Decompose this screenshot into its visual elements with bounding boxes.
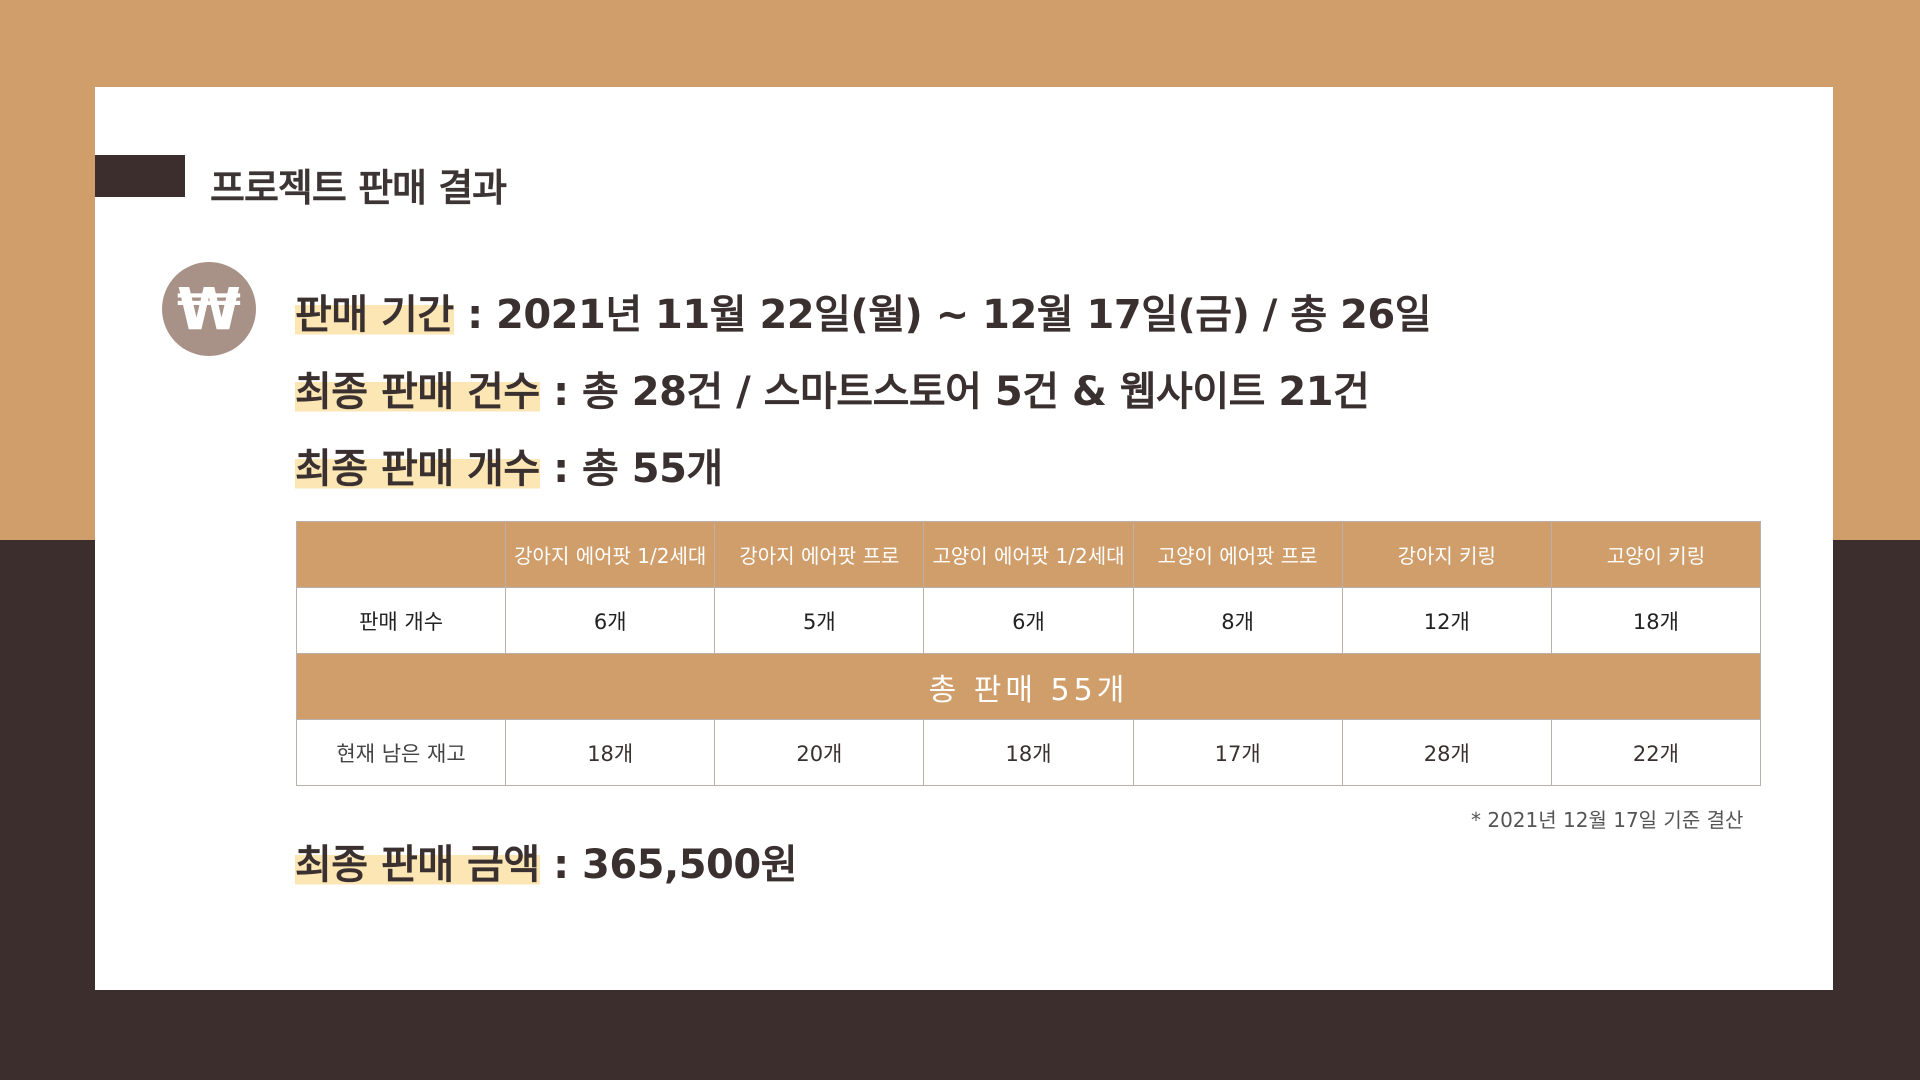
- sales-count-value: : 총 28건 / 스마트스토어 5건 & 웹사이트 21건: [553, 369, 1370, 415]
- total-sold-cell: 총 판매 55개: [296, 653, 1761, 720]
- sales-period-value: : 2021년 11월 22일(월) ~ 12월 17일(금) / 총 26일: [467, 292, 1432, 338]
- table-header-cell: 고양이 에어팟 프로: [1132, 521, 1343, 588]
- sales-amount-value: : 365,500원: [553, 842, 798, 888]
- table-cell: 18개: [923, 719, 1134, 786]
- table-cell: 12개: [1341, 587, 1552, 654]
- table-cell: 20개: [714, 719, 925, 786]
- table-header-cell: 강아지 에어팟 1/2세대: [505, 521, 716, 588]
- table-cell: 18개: [1550, 587, 1762, 654]
- sales-period-label: 판매 기간: [295, 292, 454, 338]
- table-cell: 6개: [923, 587, 1134, 654]
- sales-units-value: : 총 55개: [553, 446, 723, 492]
- sales-table: 강아지 에어팟 1/2세대 강아지 에어팟 프로 고양이 에어팟 1/2세대 고…: [295, 521, 1762, 786]
- sales-count-line: 최종 판매 건수 : 총 28건 / 스마트스토어 5건 & 웹사이트 21건: [295, 359, 1370, 417]
- sales-amount-label: 최종 판매 금액: [295, 842, 540, 888]
- content-card: 프로젝트 판매 결과 ₩ 판매 기간 : 2021년 11월 22일(월) ~ …: [95, 87, 1833, 990]
- table-header-cell: 고양이 에어팟 1/2세대: [923, 521, 1134, 588]
- page-title: 프로젝트 판매 결과: [210, 166, 507, 210]
- sales-units-label: 최종 판매 개수: [295, 446, 540, 492]
- table-header-cell: 고양이 키링: [1550, 521, 1762, 588]
- sales-period-line: 판매 기간 : 2021년 11월 22일(월) ~ 12월 17일(금) / …: [295, 282, 1432, 340]
- table-row-stock: 현재 남은 재고 18개 20개 18개 17개 28개 22개: [295, 719, 1762, 786]
- table-header-row: 강아지 에어팟 1/2세대 강아지 에어팟 프로 고양이 에어팟 1/2세대 고…: [295, 521, 1762, 588]
- table-cell: 5개: [714, 587, 925, 654]
- sales-count-label: 최종 판매 건수: [295, 369, 540, 415]
- table-header-cell: 강아지 키링: [1341, 521, 1552, 588]
- table-cell: 28개: [1341, 719, 1552, 786]
- won-icon: ₩: [162, 262, 256, 356]
- settlement-note: * 2021년 12월 17일 기준 결산: [1471, 808, 1744, 832]
- table-row-total: 총 판매 55개: [296, 653, 1761, 720]
- table-cell: 8개: [1132, 587, 1343, 654]
- title-accent-bar: [95, 155, 185, 197]
- table-row-sold: 판매 개수 6개 5개 6개 8개 12개 18개: [295, 587, 1762, 654]
- table-cell: 6개: [505, 587, 716, 654]
- table-row-header: 판매 개수: [295, 587, 507, 654]
- sales-units-line: 최종 판매 개수 : 총 55개: [295, 436, 723, 494]
- table-cell: 17개: [1132, 719, 1343, 786]
- table-row-header: 현재 남은 재고: [295, 719, 507, 786]
- table-cell: 18개: [505, 719, 716, 786]
- table-header-cell: [295, 521, 507, 588]
- sales-amount-line: 최종 판매 금액 : 365,500원: [295, 832, 798, 890]
- table-header-cell: 강아지 에어팟 프로: [714, 521, 925, 588]
- table-cell: 22개: [1550, 719, 1762, 786]
